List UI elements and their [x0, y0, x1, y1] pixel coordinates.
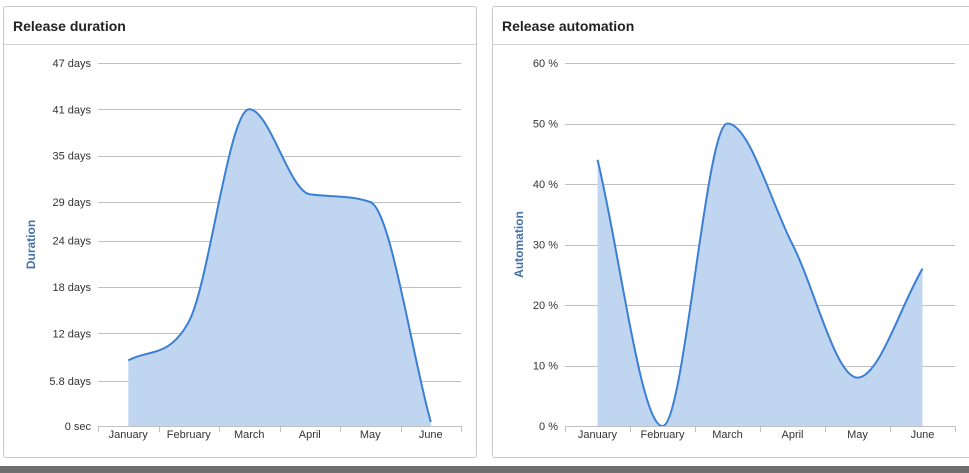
bottom-scroll-bar — [0, 466, 969, 473]
automation-point-march[interactable] — [725, 121, 731, 127]
automation-y-label-0: 0 % — [539, 421, 558, 433]
automation-y-label-60: 60 % — [533, 58, 558, 70]
duration-point-june[interactable] — [428, 419, 434, 425]
duration-y-label-5-8-days: 5.8 days — [49, 376, 91, 388]
duration-point-february[interactable] — [186, 319, 192, 325]
automation-x-label-may: May — [847, 429, 868, 441]
automation-point-june[interactable] — [920, 266, 926, 272]
automation-y-label-30: 30 % — [533, 240, 558, 252]
automation-y-label-50: 50 % — [533, 119, 558, 131]
duration-x-label-march: March — [234, 429, 265, 441]
automation-point-may[interactable] — [855, 375, 861, 381]
duration-x-label-february: February — [167, 429, 212, 441]
automation-area-fill — [597, 123, 923, 426]
duration-point-march[interactable] — [246, 106, 252, 112]
duration-y-label-18-days: 18 days — [52, 282, 91, 294]
duration-point-january[interactable] — [125, 357, 131, 363]
release-automation-title: Release automation — [493, 7, 969, 45]
duration-y-label-29-days: 29 days — [52, 197, 91, 209]
duration-y-label-41-days: 41 days — [52, 104, 91, 116]
automation-x-label-april: April — [781, 429, 803, 441]
duration-x-label-may: May — [360, 429, 381, 441]
automation-series-line — [596, 122, 924, 427]
automation-y-label-20: 20 % — [533, 300, 558, 312]
automation-y-label-40: 40 % — [533, 179, 558, 191]
automation-point-january[interactable] — [595, 157, 601, 163]
release-duration-panel: Release duration January February March Apr… — [3, 6, 477, 458]
automation-point-april[interactable] — [790, 242, 796, 248]
duration-y-label-12-days: 12 days — [52, 328, 91, 340]
duration-series-line — [127, 108, 432, 423]
automation-x-label-june: June — [911, 429, 935, 441]
release-duration-title: Release duration — [4, 7, 476, 45]
release-automation-chart: January February March April May June 0 % 10 % 2… — [512, 58, 956, 441]
duration-x-label-june: June — [419, 429, 443, 441]
duration-x-label-january: January — [109, 429, 149, 441]
duration-y-label-35-days: 35 days — [52, 151, 91, 163]
release-duration-chart: January February March April May June 0 sec 5.8… — [24, 58, 462, 441]
duration-y-label-24-days: 24 days — [52, 236, 91, 248]
automation-y-label-10: 10 % — [533, 361, 558, 373]
duration-point-may[interactable] — [367, 199, 373, 205]
automation-x-label-march: March — [712, 429, 743, 441]
duration-y-label-0-sec: 0 sec — [65, 421, 92, 433]
duration-y-label-47-days: 47 days — [52, 58, 91, 70]
duration-y-axis-title: Duration — [24, 220, 38, 269]
automation-x-label-february: February — [640, 429, 685, 441]
duration-point-april[interactable] — [307, 191, 313, 197]
automation-x-label-january: January — [578, 429, 618, 441]
duration-area-fill — [128, 109, 431, 427]
release-automation-panel: Release automation January February March A… — [492, 6, 969, 458]
duration-x-label-april: April — [299, 429, 321, 441]
automation-y-axis-title: Automation — [512, 211, 526, 278]
